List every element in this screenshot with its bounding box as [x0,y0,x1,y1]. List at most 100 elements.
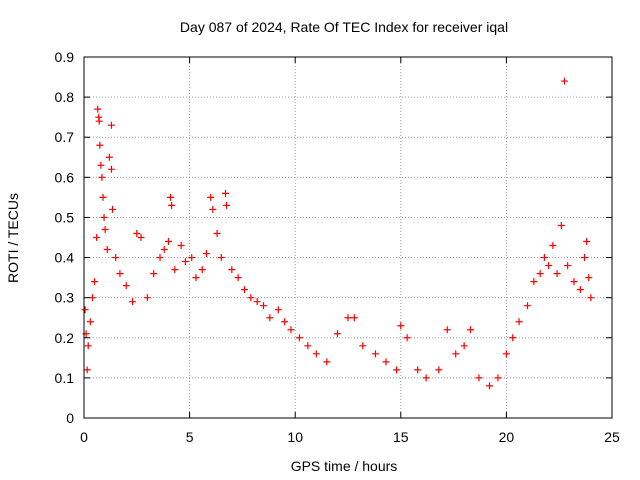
data-point-plus [443,326,451,334]
data-point-plus [109,205,117,213]
data-point-plus [581,254,589,262]
data-point-plus [466,326,474,334]
data-points [81,77,595,390]
data-point-plus [181,258,189,266]
data-point-plus [494,374,502,382]
data-point-plus [585,274,593,282]
y-tick-label: 0.5 [55,209,75,225]
data-point-plus [122,282,130,290]
data-point-plus [81,306,89,314]
data-point-plus [524,302,532,310]
data-point-plus [253,298,261,306]
data-point-plus [94,105,102,113]
data-point-plus [475,374,483,382]
data-point-plus [274,306,282,314]
data-point-plus [553,270,561,278]
data-point-plus [207,193,215,201]
data-point-plus [564,262,572,270]
data-point-plus [403,334,411,342]
data-point-plus [560,77,568,85]
y-tick-label: 0.9 [55,49,75,65]
data-point-plus [587,294,595,302]
data-point-plus [397,322,405,330]
data-point-plus [393,366,401,374]
data-point-plus [97,161,105,169]
data-point-plus [143,294,151,302]
y-tick-label: 0.2 [55,330,75,346]
data-point-plus [359,342,367,350]
data-point-plus [260,302,268,310]
data-point-plus [209,205,217,213]
data-point-plus [576,286,584,294]
data-point-plus [223,201,231,209]
chart-title: Day 087 of 2024, Rate Of TEC Index for r… [180,19,508,35]
data-point-plus [536,270,544,278]
data-point-plus [344,314,352,322]
data-point-plus [188,254,196,262]
data-point-plus [414,366,422,374]
data-point-plus [213,229,221,237]
plot-frame [83,56,613,419]
data-point-plus [112,254,120,262]
y-tick-label: 0.4 [55,250,75,266]
axis-ticks: 0 0.1 0.2 0.3 0.4 0.5 0.6 0.7 0.8 0.9 0 5 10 15 20 25 [55,49,620,445]
data-point-plus [202,250,210,258]
y-tick-label: 0.1 [55,370,75,386]
data-point-plus [545,262,553,270]
data-point-plus [91,278,99,286]
data-point-plus [222,189,230,197]
data-point-plus [281,318,289,326]
data-point-plus [266,314,274,322]
data-point-plus [217,254,225,262]
data-point-plus [570,278,578,286]
data-point-plus [99,193,107,201]
data-point-plus [103,246,111,254]
data-point-plus [137,234,145,241]
data-point-plus [460,342,468,350]
x-tick-label: 10 [287,429,303,445]
data-point-plus [95,117,103,125]
y-tick-label: 0 [66,410,74,426]
data-point-plus [382,358,390,366]
data-point-plus [133,229,141,237]
data-point-plus [583,238,591,246]
data-point-plus [198,266,206,274]
data-point-plus [93,234,101,241]
data-point-plus [509,334,517,342]
data-point-plus [105,153,113,161]
data-point-plus [540,254,548,262]
data-point-plus [177,242,185,250]
y-tick-label: 0.3 [55,290,75,306]
data-point-plus [86,318,94,326]
data-point-plus [333,330,341,338]
x-axis-title: GPS time / hours [291,458,398,474]
data-point-plus [452,350,460,358]
data-point-plus [515,318,523,326]
y-tick-label: 0.8 [55,89,75,105]
data-point-plus [557,221,565,229]
data-point-plus [100,213,108,221]
data-point-plus [295,334,303,342]
data-point-plus [247,294,255,302]
x-tick-label: 20 [499,429,515,445]
x-tick-label: 0 [80,429,88,445]
data-point-plus [150,270,158,278]
data-point-plus [171,266,179,274]
data-point-plus [164,238,172,246]
data-point-plus [167,193,175,201]
data-point-plus [129,298,137,306]
data-point-plus [101,225,109,233]
data-point-plus [107,121,115,129]
grid-lines [84,57,612,418]
data-point-plus [287,326,295,334]
data-point-plus [234,274,242,282]
data-point-plus [88,294,96,302]
data-point-plus [168,201,176,209]
data-point-plus [323,358,331,366]
data-point-plus [530,278,538,286]
data-point-plus [241,286,249,294]
x-tick-label: 15 [393,429,409,445]
data-point-plus [84,342,92,350]
